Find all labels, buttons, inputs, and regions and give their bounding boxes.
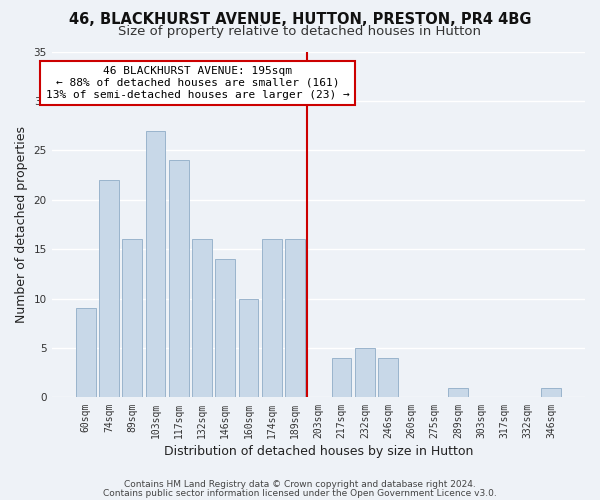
Bar bbox=[239, 298, 259, 398]
Text: Contains HM Land Registry data © Crown copyright and database right 2024.: Contains HM Land Registry data © Crown c… bbox=[124, 480, 476, 489]
Bar bbox=[285, 240, 305, 398]
Y-axis label: Number of detached properties: Number of detached properties bbox=[15, 126, 28, 323]
Bar bbox=[355, 348, 375, 398]
Bar bbox=[332, 358, 352, 398]
Bar bbox=[146, 130, 166, 398]
Bar bbox=[262, 240, 282, 398]
Bar bbox=[541, 388, 561, 398]
Bar bbox=[378, 358, 398, 398]
X-axis label: Distribution of detached houses by size in Hutton: Distribution of detached houses by size … bbox=[164, 444, 473, 458]
Text: Contains public sector information licensed under the Open Government Licence v3: Contains public sector information licen… bbox=[103, 488, 497, 498]
Bar bbox=[76, 308, 95, 398]
Text: 46, BLACKHURST AVENUE, HUTTON, PRESTON, PR4 4BG: 46, BLACKHURST AVENUE, HUTTON, PRESTON, … bbox=[69, 12, 531, 28]
Text: 46 BLACKHURST AVENUE: 195sqm
← 88% of detached houses are smaller (161)
13% of s: 46 BLACKHURST AVENUE: 195sqm ← 88% of de… bbox=[46, 66, 349, 100]
Bar bbox=[99, 180, 119, 398]
Bar bbox=[192, 240, 212, 398]
Text: Size of property relative to detached houses in Hutton: Size of property relative to detached ho… bbox=[119, 25, 482, 38]
Bar bbox=[122, 240, 142, 398]
Bar bbox=[215, 259, 235, 398]
Bar bbox=[448, 388, 468, 398]
Bar bbox=[169, 160, 188, 398]
